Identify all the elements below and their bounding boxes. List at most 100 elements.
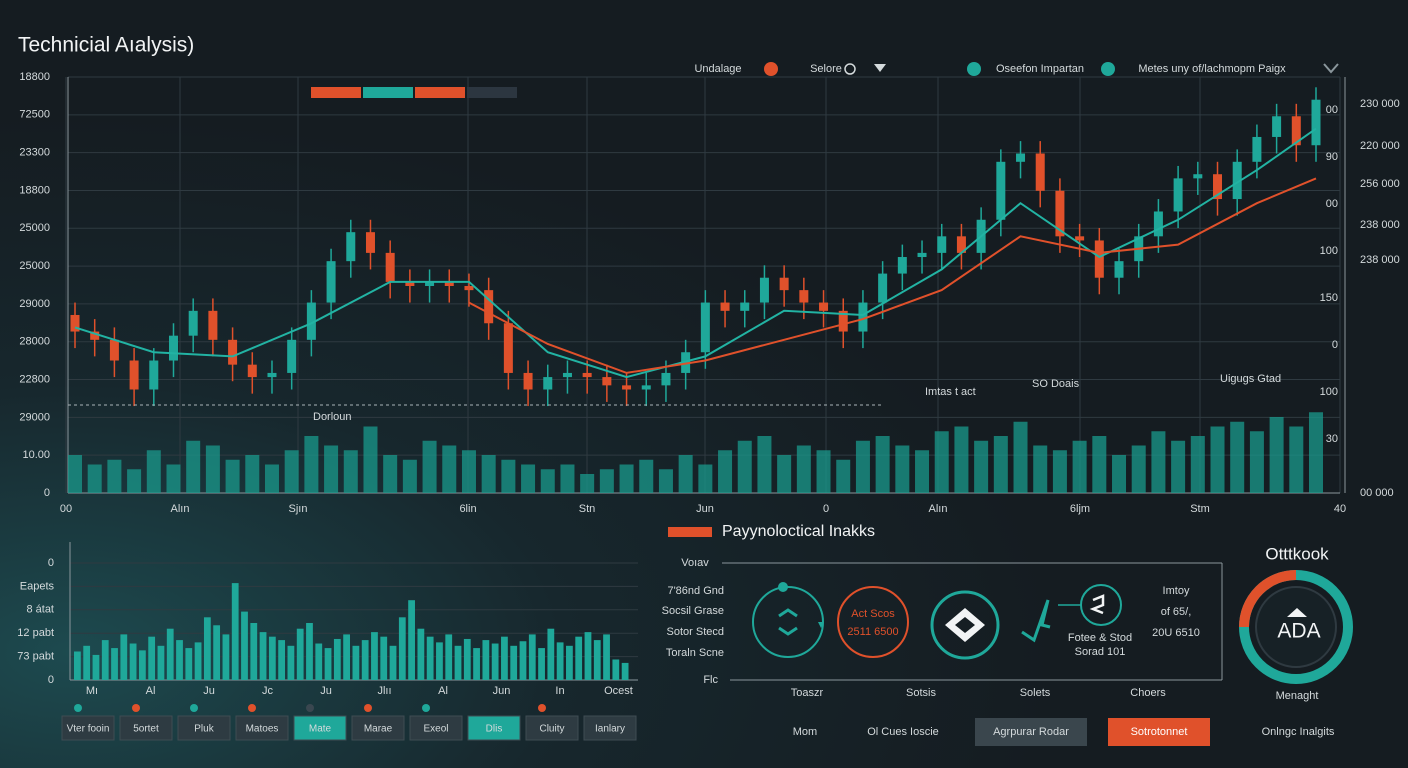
button-dot bbox=[190, 704, 198, 712]
button[interactable] bbox=[61, 715, 115, 741]
volume-bar bbox=[718, 450, 733, 493]
bar bbox=[566, 645, 573, 680]
candle-body bbox=[306, 302, 316, 340]
volume-bar bbox=[186, 440, 201, 493]
bar bbox=[510, 645, 518, 680]
volume-bar bbox=[1269, 417, 1284, 493]
indicator-arrow bbox=[818, 622, 824, 628]
volume-bar bbox=[599, 469, 614, 493]
bar bbox=[120, 634, 128, 680]
volume-bar bbox=[915, 450, 930, 493]
volume-bar bbox=[895, 445, 910, 493]
candle-body bbox=[641, 385, 651, 390]
candle-body bbox=[1153, 211, 1163, 237]
volume-bar bbox=[521, 464, 536, 493]
candle-body bbox=[267, 372, 277, 378]
volume-bar bbox=[68, 455, 82, 493]
candle-body bbox=[1311, 99, 1321, 146]
x-tick-label: Ju bbox=[203, 685, 215, 697]
button[interactable] bbox=[583, 715, 637, 741]
button-label[interactable]: Sotrotonnet bbox=[1131, 726, 1188, 738]
volume-bar bbox=[1013, 421, 1028, 493]
bar bbox=[213, 625, 221, 680]
button-label[interactable]: Exeol bbox=[423, 724, 448, 735]
icon bbox=[1287, 608, 1307, 617]
y-right-tick-label: 30 bbox=[1326, 433, 1338, 445]
legend-icon bbox=[1323, 63, 1339, 74]
bar bbox=[111, 648, 118, 680]
button[interactable] bbox=[975, 718, 1087, 746]
indicator-label: 2511 6500 bbox=[847, 626, 898, 638]
icon bbox=[945, 608, 985, 642]
button[interactable] bbox=[293, 715, 347, 741]
volume-bar bbox=[580, 474, 595, 493]
button[interactable] bbox=[467, 715, 521, 741]
volume-bar bbox=[1309, 412, 1323, 493]
filter-buttons: Vter fooin 5ortet Pluk Matoes Mate Marae Exeol… bbox=[61, 704, 637, 741]
bar bbox=[612, 659, 620, 680]
button[interactable] bbox=[119, 715, 173, 741]
button-label[interactable]: Marae bbox=[364, 724, 393, 735]
x-tick-label: 00 bbox=[60, 503, 72, 515]
tab[interactable] bbox=[363, 87, 413, 98]
tab[interactable] bbox=[311, 87, 361, 98]
button[interactable] bbox=[525, 715, 579, 741]
y-tick-label: 28000 bbox=[19, 336, 50, 348]
bottom-item[interactable]: Mom bbox=[793, 726, 817, 738]
volume-bar bbox=[1289, 426, 1304, 493]
candle-body bbox=[464, 286, 474, 291]
volume-bar bbox=[343, 450, 358, 493]
button-label[interactable]: 5ortet bbox=[133, 724, 159, 735]
button[interactable] bbox=[409, 715, 463, 741]
bottom-item[interactable]: Onlngc Inalgits bbox=[1262, 726, 1335, 738]
button[interactable] bbox=[177, 715, 231, 741]
bar bbox=[343, 634, 350, 680]
button-label[interactable]: Ianlary bbox=[595, 724, 625, 735]
panel-title: Payynoloctical Inakks bbox=[722, 523, 875, 540]
button-label[interactable]: Vter fooin bbox=[67, 724, 110, 735]
y-right-tick-label: 00 bbox=[1326, 198, 1338, 210]
bottom-item[interactable]: Ol Cues Ioscie bbox=[867, 726, 939, 738]
bar bbox=[83, 645, 91, 680]
indicator-label: Act Scos bbox=[851, 608, 895, 620]
button-label[interactable]: Dlis bbox=[486, 724, 503, 735]
candle-body bbox=[228, 339, 238, 365]
x-tick-label: Jc bbox=[262, 685, 274, 697]
y-tick-label: 25000 bbox=[19, 260, 50, 272]
candle-body bbox=[996, 161, 1006, 220]
button-label[interactable]: Agrpurar Rodar bbox=[993, 726, 1069, 738]
button-label[interactable]: Cluity bbox=[539, 724, 564, 735]
y-tick-label: 0 bbox=[48, 557, 54, 569]
tab[interactable] bbox=[415, 87, 465, 98]
bar bbox=[473, 648, 480, 680]
button-label[interactable]: Matoes bbox=[246, 724, 279, 735]
candle-body bbox=[168, 335, 178, 361]
button-label[interactable]: Mate bbox=[309, 724, 332, 735]
volume-bar bbox=[284, 450, 299, 493]
y-tick-label: 18800 bbox=[19, 184, 50, 196]
x-tick-label: Al bbox=[438, 685, 448, 697]
y-tick-label: 23300 bbox=[19, 147, 50, 159]
y-tick-label: 10.00 bbox=[22, 449, 50, 461]
y-right2-tick-label: 00 000 bbox=[1360, 487, 1394, 499]
button-label[interactable]: Pluk bbox=[194, 724, 214, 735]
bar bbox=[74, 651, 81, 680]
volume-bar bbox=[107, 459, 122, 493]
accent-bar bbox=[668, 527, 712, 537]
volume-bar bbox=[1210, 426, 1225, 493]
y-right-tick-label: 0 bbox=[1332, 339, 1338, 351]
bar bbox=[176, 640, 183, 680]
volume-bar bbox=[816, 450, 831, 493]
button-dot bbox=[248, 704, 256, 712]
tab[interactable] bbox=[467, 87, 517, 98]
volume-bar bbox=[757, 436, 772, 493]
legend-label: Undalage bbox=[694, 63, 741, 75]
button[interactable] bbox=[1108, 718, 1210, 746]
button[interactable] bbox=[351, 715, 405, 741]
candle-body bbox=[503, 323, 513, 373]
candle-body bbox=[917, 252, 927, 258]
candle-body bbox=[208, 310, 218, 340]
bar bbox=[501, 636, 508, 680]
candle-body bbox=[1173, 178, 1183, 212]
button[interactable] bbox=[235, 715, 289, 741]
